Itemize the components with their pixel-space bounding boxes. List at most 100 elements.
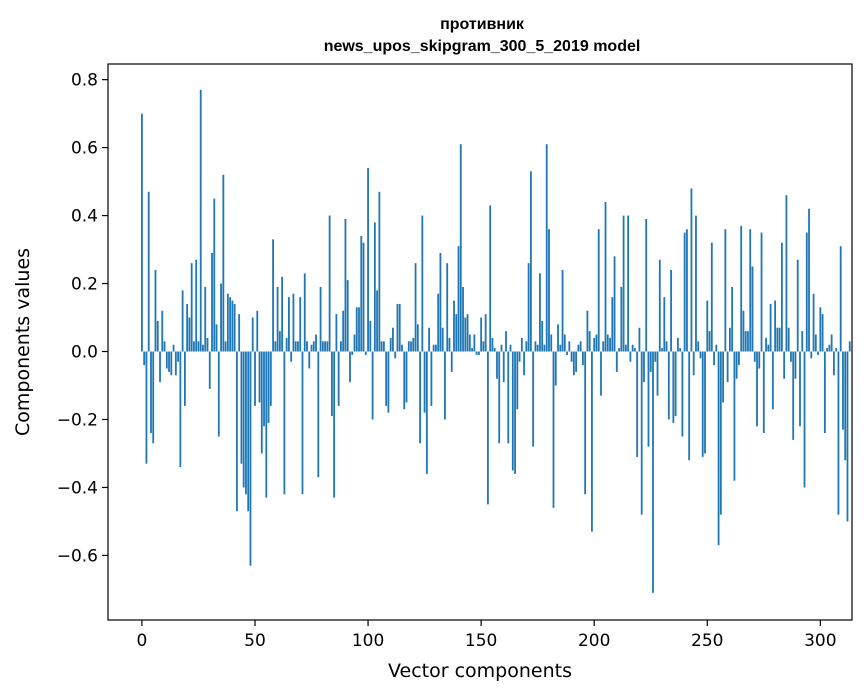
bar [636,351,639,457]
bar [591,351,593,532]
bar [769,303,772,352]
bar [358,307,360,352]
bar [412,337,415,352]
bar [719,351,722,515]
bar [274,341,277,352]
bar [326,341,329,352]
bar [188,317,191,352]
bar [150,351,152,434]
bar [297,341,299,352]
bar [344,218,347,352]
bar [183,351,186,406]
bar [403,351,406,410]
bar [410,341,412,352]
bar [468,334,471,352]
bar [321,341,324,352]
bar [649,351,652,372]
bar [487,351,489,505]
bar [629,351,632,362]
bar [450,351,453,372]
bar [814,334,817,352]
y-tick-label: 0.4 [71,207,98,227]
bar [638,327,641,352]
bar [226,293,229,352]
bar [147,191,150,352]
bar [466,314,469,352]
bar [683,232,686,352]
bar [496,351,498,379]
bar [735,351,738,379]
bar [475,351,478,355]
bar [464,317,467,352]
bar [609,337,611,352]
bar [324,341,326,352]
bar [156,320,159,352]
bar [833,351,835,376]
bar [631,344,634,352]
bar [839,246,842,352]
bar [527,263,530,352]
bar [534,341,537,352]
bar [423,351,426,413]
bar [206,337,209,352]
bar [710,242,713,352]
bar [231,300,234,352]
bar [217,351,220,437]
bars-group [141,89,851,593]
bar [523,351,525,376]
bar [310,344,313,352]
bar [810,351,813,359]
bar [247,351,250,512]
bar [611,297,614,352]
bar [263,351,265,427]
bar [749,229,752,352]
bar [190,263,193,352]
bar [595,334,598,352]
y-tick-label: 0.2 [71,275,98,295]
bar [186,303,189,352]
bar [288,297,290,352]
bar [758,351,761,369]
bar [518,351,521,362]
bar [473,334,476,352]
bar [584,351,587,495]
bar [724,229,727,352]
bar [154,269,157,352]
bar [342,310,345,352]
plot-frame [107,63,853,621]
bar [174,351,177,376]
bar [715,344,718,352]
bar [396,303,399,352]
bar [570,351,573,362]
x-tick-label: 0 [137,631,148,651]
bar [193,341,195,352]
bar [394,351,397,359]
y-tick-label: −0.6 [57,546,98,566]
bar [204,286,207,352]
bar [435,344,437,352]
bar [846,351,849,522]
bar [360,235,363,352]
bar [622,215,625,352]
bar [349,351,351,383]
bar [676,337,679,352]
bar [559,344,562,352]
bar [439,252,442,352]
bar [421,215,424,352]
bar [765,337,767,352]
bar [844,351,847,461]
bar [812,293,815,352]
bar [776,327,779,352]
bar [471,348,473,352]
bar [265,351,268,498]
bar [690,188,693,352]
bar [688,351,691,461]
bar [593,337,596,352]
bar [543,344,546,352]
bar [643,351,645,383]
bar [819,307,822,352]
bar [826,348,829,352]
bar [507,351,510,444]
bar [620,286,623,352]
bar [229,297,232,352]
